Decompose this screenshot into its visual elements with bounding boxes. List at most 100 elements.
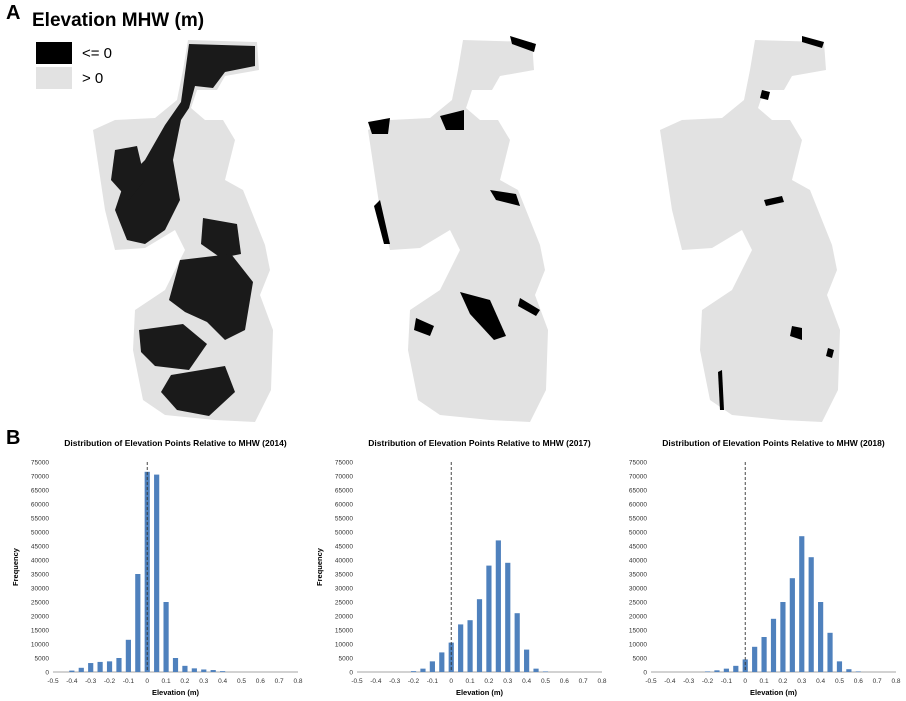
histogram-bar xyxy=(439,652,445,672)
histogram-bar xyxy=(752,646,758,672)
histogram-bar xyxy=(742,659,748,672)
x-tick-label: 0.2 xyxy=(484,678,493,685)
x-tick-label: 0.5 xyxy=(541,678,550,685)
histogram-bar xyxy=(106,661,113,672)
histogram-bar xyxy=(846,669,852,672)
legend-title: Elevation MHW (m) xyxy=(32,10,205,31)
chart-title: Distribution of Elevation Points Relativ… xyxy=(64,438,287,448)
x-tick-label: -0.3 xyxy=(389,678,401,685)
histogram-2017: Distribution of Elevation Points Relativ… xyxy=(315,438,607,697)
x-tick-label: 0.7 xyxy=(579,678,588,685)
x-tick-label: -0.1 xyxy=(427,678,439,685)
y-tick-label: 5000 xyxy=(35,656,50,663)
histogram-bar xyxy=(799,536,805,672)
x-tick-label: -0.5 xyxy=(47,678,59,685)
x-tick-label: 0.7 xyxy=(873,678,882,685)
histogram-bar xyxy=(97,661,103,672)
x-tick-label: 0.4 xyxy=(522,678,531,685)
histogram-bar xyxy=(467,620,473,672)
x-tick-label: 0.7 xyxy=(275,678,284,685)
histogram-bar xyxy=(420,668,426,672)
y-tick-label: 40000 xyxy=(335,558,353,565)
x-tick-label: 0 xyxy=(145,678,149,685)
histogram-bar xyxy=(714,670,720,672)
histogram-bar xyxy=(761,637,767,672)
y-tick-label: 10000 xyxy=(335,642,353,649)
x-tick-label: -0.3 xyxy=(85,678,97,685)
y-tick-label: 65000 xyxy=(335,488,353,495)
histogram-bar xyxy=(780,602,786,672)
y-tick-label: 20000 xyxy=(335,614,353,621)
histogram-bar xyxy=(495,540,501,672)
x-tick-label: 0.8 xyxy=(597,678,606,685)
histogram-bar xyxy=(827,632,833,672)
y-tick-label: 20000 xyxy=(629,614,647,621)
histogram-bar xyxy=(476,599,483,672)
y-tick-label: 45000 xyxy=(335,544,353,551)
y-tick-label: 45000 xyxy=(31,544,49,551)
x-tick-label: 0.2 xyxy=(778,678,787,685)
histogram-bar xyxy=(524,649,530,672)
y-tick-label: 35000 xyxy=(629,572,647,579)
x-tick-label: 0.2 xyxy=(180,678,189,685)
y-tick-label: 70000 xyxy=(31,474,49,481)
y-tick-label: 40000 xyxy=(629,558,647,565)
histogram-bar xyxy=(69,670,75,672)
histogram-bar xyxy=(220,671,226,672)
y-tick-label: 65000 xyxy=(31,488,49,495)
histogram-bar xyxy=(836,661,843,672)
x-tick-label: 0.5 xyxy=(835,678,844,685)
histogram-bar xyxy=(210,670,216,672)
x-tick-label: 0.3 xyxy=(503,678,512,685)
histogram-bar xyxy=(533,668,539,672)
y-tick-label: 45000 xyxy=(629,544,647,551)
y-tick-label: 5000 xyxy=(339,656,354,663)
x-tick-label: 0 xyxy=(449,678,453,685)
y-tick-label: 25000 xyxy=(335,600,353,607)
histogram-2014: Distribution of Elevation Points Relativ… xyxy=(11,438,303,697)
histogram-bar xyxy=(410,671,417,672)
y-tick-label: 60000 xyxy=(629,502,647,509)
elevation-map-2018 xyxy=(660,36,840,422)
histogram-bar xyxy=(808,557,814,672)
histogram-bar xyxy=(191,668,197,672)
histogram-bar xyxy=(88,663,94,672)
x-tick-label: 0.8 xyxy=(293,678,302,685)
x-tick-label: 0.1 xyxy=(162,678,171,685)
x-tick-label: 0.5 xyxy=(237,678,246,685)
histogram-bar xyxy=(201,669,207,672)
histogram-bar xyxy=(429,661,435,672)
x-tick-label: 0.6 xyxy=(854,678,863,685)
x-axis-label: Elevation (m) xyxy=(152,688,200,697)
x-tick-label: 0.4 xyxy=(218,678,227,685)
y-tick-label: 5000 xyxy=(633,656,648,663)
y-tick-label: 70000 xyxy=(335,474,353,481)
y-tick-label: 35000 xyxy=(335,572,353,579)
chart-title: Distribution of Elevation Points Relativ… xyxy=(662,438,885,448)
x-tick-label: -0.5 xyxy=(351,678,363,685)
x-tick-label: -0.4 xyxy=(664,678,676,685)
y-tick-label: 15000 xyxy=(629,628,647,635)
y-tick-label: 30000 xyxy=(629,586,647,593)
x-axis-label: Elevation (m) xyxy=(456,688,504,697)
legend-item-low: <= 0 xyxy=(36,42,112,64)
x-tick-label: -0.2 xyxy=(408,678,420,685)
y-tick-label: 55000 xyxy=(31,516,49,523)
y-axis-label: Frequency xyxy=(11,547,20,586)
x-tick-label: -0.5 xyxy=(645,678,657,685)
histogram-bar xyxy=(542,671,549,672)
y-tick-label: 35000 xyxy=(31,572,49,579)
x-tick-label: 0.6 xyxy=(560,678,569,685)
y-tick-label: 0 xyxy=(349,670,353,677)
y-tick-label: 60000 xyxy=(335,502,353,509)
y-tick-label: 50000 xyxy=(335,530,353,537)
histogram-bar xyxy=(770,618,777,672)
y-tick-label: 30000 xyxy=(31,586,49,593)
histogram-bar xyxy=(704,671,711,672)
x-tick-label: -0.2 xyxy=(104,678,116,685)
legend-label-low: <= 0 xyxy=(82,44,113,62)
x-axis-label: Elevation (m) xyxy=(750,688,798,697)
y-tick-label: 15000 xyxy=(335,628,353,635)
x-tick-label: 0.3 xyxy=(797,678,806,685)
x-tick-label: 0.6 xyxy=(256,678,265,685)
